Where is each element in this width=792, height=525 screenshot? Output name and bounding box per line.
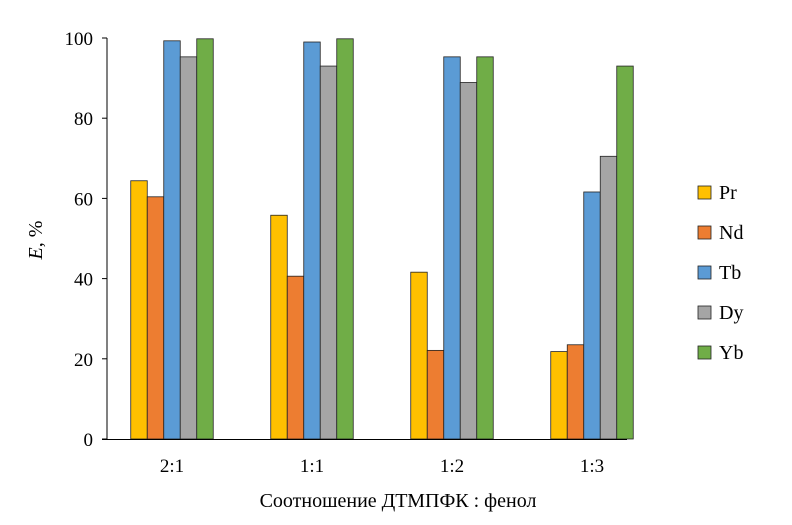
bar-nd-2-1: [146, 196, 165, 440]
bar-pr-2-1: [130, 180, 148, 440]
x-tick-label: 1:2: [440, 456, 464, 477]
bar-dy-1-2: [459, 82, 478, 440]
bar-tb-2-1: [163, 40, 181, 440]
legend-swatch-dy: [697, 305, 712, 320]
x-tick-label: 1:1: [300, 456, 324, 477]
bar-yb-1-2: [476, 56, 494, 440]
bar-tb-1-2: [443, 56, 461, 440]
x-axis-title: Соотношение ДТМПФК : фенол: [260, 490, 537, 512]
bar-nd-1-2: [426, 349, 445, 440]
bar-pr-1-3: [550, 351, 568, 440]
legend-swatch-yb: [697, 345, 712, 360]
bar-nd-1-1: [286, 275, 305, 440]
y-tick-label: 100: [65, 29, 94, 50]
bar-pr-1-1: [270, 214, 288, 440]
legend-swatch-nd: [697, 225, 712, 240]
bar-nd-1-3: [566, 344, 585, 440]
bars: [130, 38, 634, 440]
y-axis-title: E, %: [25, 221, 47, 261]
y-tick-label: 80: [74, 109, 93, 130]
y-tick-label: 20: [74, 350, 93, 371]
x-tick-label: 2:1: [160, 456, 184, 477]
x-ticks: 2:1 1:1 1:2 1:3: [160, 456, 604, 477]
legend-swatch-pr: [697, 185, 712, 200]
y-tick-label: 0: [84, 430, 94, 451]
legend-label-dy: Dy: [719, 302, 743, 324]
bar-yb-2-1: [196, 38, 214, 440]
bar-yb-1-3: [616, 65, 634, 440]
y-tick-label: 60: [74, 189, 93, 210]
y-ticks: 0 20 40 60 80 100: [65, 29, 107, 451]
legend-label-tb: Tb: [719, 262, 741, 284]
bar-tb-1-3: [583, 191, 601, 440]
bar-dy-1-1: [319, 65, 338, 440]
legend-swatch-tb: [697, 265, 712, 280]
bar-yb-1-1: [336, 38, 354, 440]
legend-label-pr: Pr: [719, 182, 737, 204]
bar-dy-2-1: [179, 56, 198, 440]
legend: Pr Nd Tb Dy Yb: [697, 182, 743, 364]
legend-label-yb: Yb: [719, 342, 743, 364]
bar-tb-1-1: [303, 41, 321, 440]
y-tick-label: 40: [74, 270, 93, 291]
x-tick-label: 1:3: [580, 456, 604, 477]
bar-dy-1-3: [599, 155, 618, 440]
legend-label-nd: Nd: [719, 222, 743, 244]
bar-pr-1-2: [410, 271, 428, 440]
